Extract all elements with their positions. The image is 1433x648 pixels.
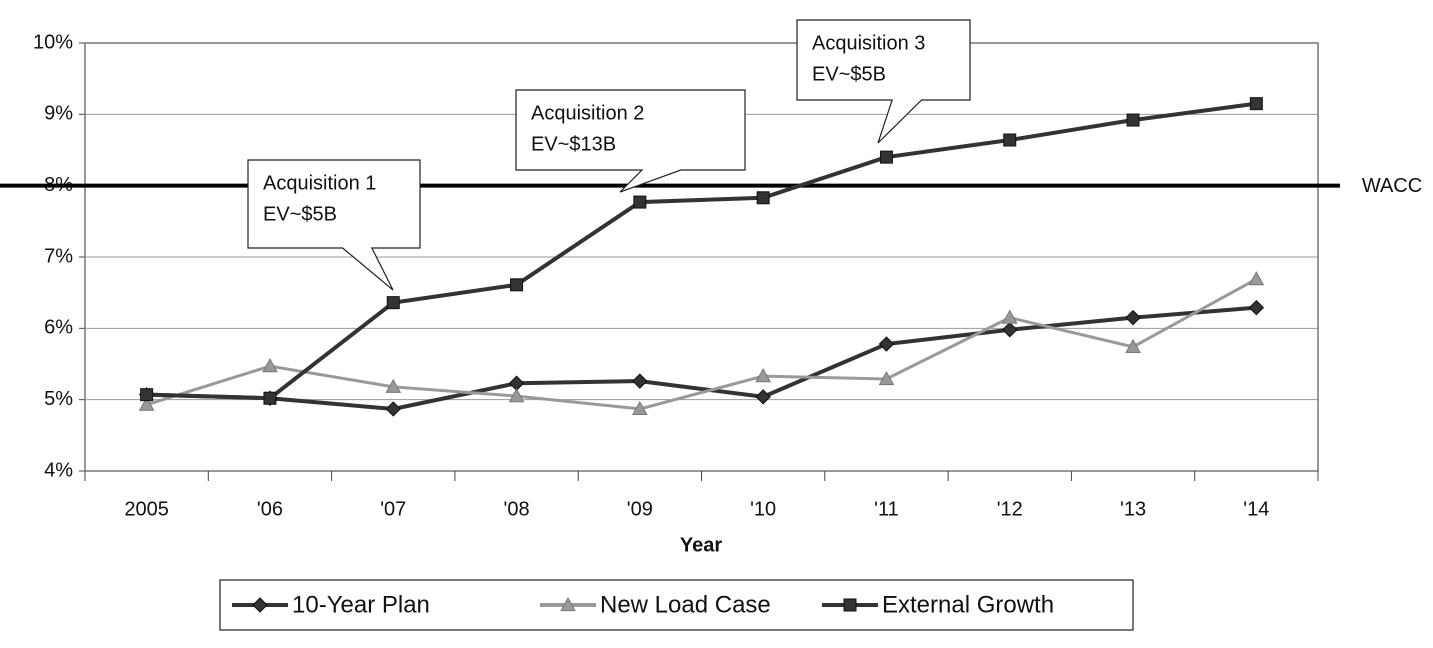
y-tick-label: 9% <box>44 103 73 125</box>
marker <box>510 278 524 292</box>
y-tick-label: 6% <box>44 317 73 339</box>
legend-box <box>219 579 1134 631</box>
legend-label: New Load Case <box>600 591 771 618</box>
marker <box>1002 322 1018 338</box>
y-tick-label: 10% <box>33 31 73 53</box>
x-tick-label: '11 <box>874 498 899 520</box>
series-line <box>146 101 1257 401</box>
callout-text: EV~$13B <box>531 133 616 155</box>
marker <box>263 391 277 405</box>
callout-box <box>796 19 971 144</box>
marker <box>1126 113 1140 127</box>
marker <box>1125 309 1141 326</box>
marker <box>1003 133 1017 147</box>
callout-text: Acquisition 3 <box>812 32 925 54</box>
x-tick-label: '08 <box>504 498 530 520</box>
reference-label: WACC <box>1362 175 1422 197</box>
callout-box <box>247 159 421 291</box>
x-tick-label: '07 <box>380 498 406 520</box>
marker <box>385 401 401 417</box>
marker <box>262 358 278 373</box>
marker <box>508 388 525 403</box>
marker <box>1249 97 1263 111</box>
marker <box>878 370 895 386</box>
x-tick-label: '12 <box>997 498 1023 520</box>
legend-marker <box>843 598 857 612</box>
marker <box>140 388 154 402</box>
y-tick-label: 7% <box>44 245 73 267</box>
marker <box>632 373 648 389</box>
x-axis-label: Year <box>680 534 722 556</box>
marker <box>1248 271 1265 286</box>
series-line <box>146 277 1258 411</box>
callout-text: EV~$5B <box>263 203 337 225</box>
marker <box>755 368 771 383</box>
callout-text: EV~$5B <box>812 63 886 85</box>
callout-box <box>515 89 746 193</box>
marker <box>1001 309 1018 324</box>
x-tick-label: '09 <box>627 498 653 520</box>
y-tick-label: 5% <box>44 388 73 410</box>
x-tick-label: '13 <box>1120 498 1146 520</box>
marker <box>879 150 893 164</box>
x-tick-label: '06 <box>257 498 283 520</box>
legend-label: 10-Year Plan <box>292 591 430 618</box>
marker <box>632 400 648 416</box>
legend-marker <box>252 597 268 613</box>
marker <box>386 296 400 310</box>
legend-label: External Growth <box>882 591 1054 618</box>
callout-text: Acquisition 2 <box>531 102 644 124</box>
x-tick-label: '10 <box>750 498 776 520</box>
marker <box>878 336 895 352</box>
marker <box>138 396 155 411</box>
marker <box>385 378 402 393</box>
marker <box>1248 299 1265 316</box>
y-tick-label: 4% <box>44 459 73 481</box>
marker <box>633 195 647 209</box>
legend-marker <box>560 596 576 612</box>
callout-text: Acquisition 1 <box>263 172 376 194</box>
marker <box>1125 338 1141 353</box>
x-tick-label: 2005 <box>124 498 169 520</box>
series-line <box>146 305 1257 411</box>
marker <box>756 191 770 205</box>
marker <box>755 389 771 405</box>
x-tick-label: '14 <box>1243 498 1269 520</box>
